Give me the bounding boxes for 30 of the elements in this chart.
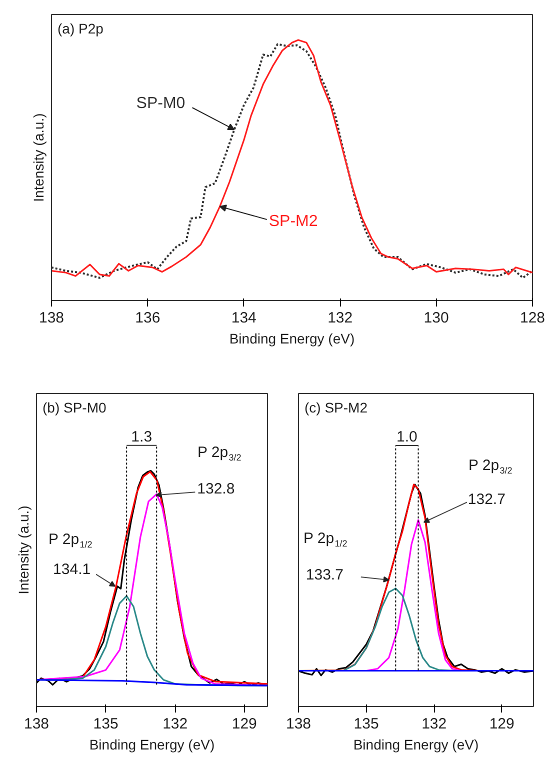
x-tick-label: 129 bbox=[232, 716, 257, 732]
x-tick-label: 138 bbox=[38, 310, 64, 326]
x-tick-label: 138 bbox=[24, 716, 50, 732]
chart-title: (c) SP-M2 bbox=[304, 400, 368, 416]
annotation: 132.8 bbox=[197, 480, 235, 498]
x-tick-label: 134 bbox=[231, 310, 256, 326]
annotation: 134.1 bbox=[53, 560, 91, 578]
x-tick-label: 128 bbox=[520, 310, 546, 326]
x-tick-label: 132 bbox=[328, 310, 353, 326]
chart-title: (b) SP-M0 bbox=[42, 400, 106, 416]
x-tick-label: 129 bbox=[489, 716, 514, 732]
text: SP-M2 bbox=[268, 212, 318, 230]
y-axis-title: Intensity (a.u.) bbox=[16, 506, 32, 594]
x-tick-label: 135 bbox=[93, 716, 118, 732]
text: 1.3 bbox=[131, 428, 152, 446]
annotation: 132.7 bbox=[468, 490, 506, 508]
x-axis-title: Binding Energy (eV) bbox=[353, 736, 479, 752]
text: 1.0 bbox=[396, 428, 418, 446]
x-tick-label: 132 bbox=[162, 716, 188, 732]
chart-title: (a) P2p bbox=[58, 20, 104, 36]
text: SP-M0 bbox=[136, 95, 186, 112]
x-tick-label: 138 bbox=[286, 716, 312, 732]
x-tick-label: 130 bbox=[424, 310, 449, 326]
x-tick-label: 132 bbox=[422, 716, 447, 732]
y-axis-title: Intensity (a.u.) bbox=[30, 113, 46, 202]
x-axis-title: Binding Energy (eV) bbox=[89, 736, 215, 752]
annotation: 133.7 bbox=[306, 566, 344, 584]
x-tick-label: 136 bbox=[135, 310, 160, 326]
x-tick-label: 135 bbox=[354, 716, 379, 732]
x-axis-title: Binding Energy (eV) bbox=[229, 330, 355, 346]
